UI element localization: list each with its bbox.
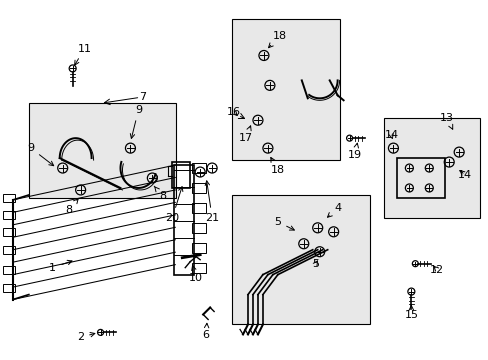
Text: 20: 20: [165, 187, 183, 223]
Bar: [3, 194, 15, 202]
Text: 6: 6: [202, 323, 209, 341]
Text: 12: 12: [429, 265, 444, 275]
Bar: [232, 195, 369, 324]
Text: 18: 18: [270, 157, 285, 175]
Bar: [3, 246, 15, 254]
Bar: [172, 162, 190, 188]
Text: 16: 16: [226, 107, 241, 117]
Text: 21: 21: [204, 181, 219, 223]
Text: 18: 18: [268, 31, 286, 48]
Bar: [192, 183, 206, 193]
Text: 4: 4: [327, 203, 341, 217]
Text: 8: 8: [65, 199, 78, 215]
Text: 5: 5: [311, 259, 319, 269]
Text: 1: 1: [49, 260, 72, 273]
Bar: [174, 165, 194, 275]
Text: 14: 14: [384, 130, 398, 140]
Bar: [397, 158, 444, 198]
Text: 8: 8: [154, 186, 165, 201]
Bar: [3, 228, 15, 236]
Bar: [192, 163, 206, 173]
Text: 15: 15: [404, 305, 418, 320]
Bar: [192, 203, 206, 213]
Bar: [384, 118, 479, 218]
Text: 11: 11: [75, 44, 91, 65]
Text: 2: 2: [77, 332, 95, 342]
Bar: [3, 211, 15, 219]
Bar: [3, 284, 15, 292]
Bar: [29, 103, 176, 198]
Text: 7: 7: [139, 92, 145, 102]
Bar: [232, 19, 339, 160]
Text: 17: 17: [239, 126, 252, 143]
Text: 10: 10: [189, 266, 203, 283]
Text: 9: 9: [27, 143, 54, 166]
Text: 19: 19: [347, 143, 361, 160]
Text: 13: 13: [439, 113, 453, 129]
Bar: [192, 243, 206, 253]
Bar: [3, 266, 15, 274]
Bar: [192, 263, 206, 273]
Text: 14: 14: [457, 170, 471, 180]
Bar: [192, 223, 206, 233]
Text: 5: 5: [274, 217, 294, 230]
Text: 9: 9: [130, 105, 142, 138]
